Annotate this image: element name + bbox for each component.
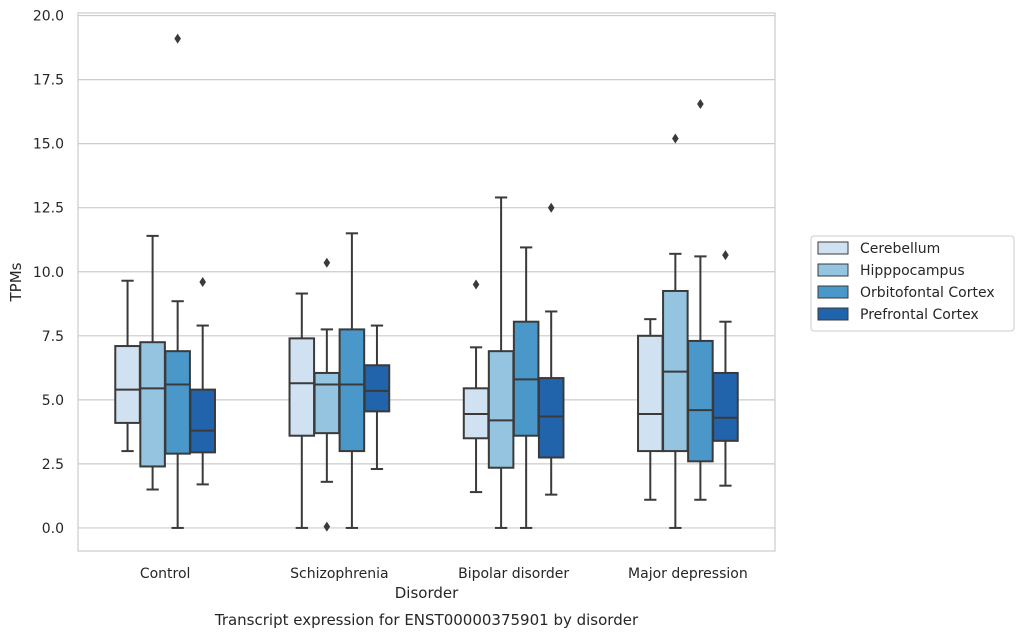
- y-tick-label: 20.0: [33, 9, 64, 25]
- box-group: [687, 98, 714, 501]
- box: [487, 350, 515, 469]
- box-group: [712, 250, 739, 487]
- x-axis-ticks: Control Schizophrenia Bipolar disorder Majo…: [140, 566, 748, 582]
- y-tick-label: 0.0: [42, 521, 64, 537]
- outlier-point: [199, 277, 206, 287]
- box-group: [363, 324, 391, 471]
- y-tick-label: 5.0: [42, 393, 64, 409]
- box: [164, 350, 191, 455]
- box-plot-marks: [114, 33, 739, 532]
- legend-entry: Orbitofontal Cortex: [860, 285, 995, 301]
- box: [114, 345, 141, 424]
- outlier-point: [547, 202, 555, 213]
- box: [637, 334, 664, 453]
- outlier-point: [323, 521, 331, 532]
- box: [313, 371, 341, 435]
- legend-swatch: [817, 307, 849, 321]
- box: [363, 364, 391, 413]
- legend-entry: Hipppocampus: [860, 263, 965, 279]
- legend-swatch: [817, 263, 849, 277]
- box-group: [487, 196, 515, 529]
- box-group: [338, 232, 366, 529]
- y-axis-ticks: 0.0 2.5 5.0 7.5 10.0 12.5 15.0 17.5 20.0: [33, 9, 64, 537]
- box-group: [189, 277, 216, 486]
- y-tick-label: 15.0: [33, 137, 64, 153]
- box-group: [139, 234, 166, 491]
- box-group: [313, 257, 341, 532]
- outlier-point: [323, 257, 331, 268]
- outlier-point: [174, 33, 181, 44]
- outlier-point: [722, 250, 729, 261]
- legend-entry: Cerebellum: [860, 241, 940, 257]
- y-tick-label: 17.5: [33, 73, 64, 89]
- legend-entry: Prefrontal Cortex: [860, 307, 979, 323]
- legend-swatch: [817, 285, 849, 299]
- chart-caption: Transcript expression for ENST0000037590…: [214, 611, 639, 629]
- legend: Cerebellum Hipppocampus Orbitofontal Corte…: [810, 235, 1015, 332]
- box: [712, 371, 739, 442]
- box-group: [537, 202, 565, 496]
- legend-swatch: [817, 241, 849, 255]
- box-group: [164, 33, 191, 529]
- x-tick-label: Control: [140, 566, 191, 582]
- box: [189, 388, 216, 454]
- box-group: [462, 279, 490, 494]
- plot-area-frame: [77, 12, 776, 552]
- x-tick-label: Schizophrenia: [290, 566, 388, 582]
- outlier-point: [672, 133, 679, 144]
- x-tick-label: Bipolar disorder: [458, 566, 569, 582]
- box-group: [512, 246, 540, 529]
- box-group: [637, 318, 664, 501]
- y-axis-label: TPMs: [7, 262, 25, 302]
- box: [537, 377, 565, 459]
- box-group: [662, 133, 689, 529]
- outlier-point: [697, 98, 704, 109]
- legend-frame: [810, 235, 1015, 332]
- y-tick-label: 12.5: [33, 201, 64, 217]
- outlier-point: [472, 279, 480, 290]
- box: [139, 341, 166, 468]
- box: [338, 328, 366, 453]
- box-group: [288, 292, 316, 529]
- box: [288, 337, 316, 437]
- x-axis-label: Disorder: [395, 584, 459, 602]
- y-tick-label: 2.5: [42, 457, 64, 473]
- x-tick-label: Major depression: [628, 566, 748, 582]
- y-tick-label: 10.0: [33, 265, 64, 281]
- y-tick-label: 7.5: [42, 329, 64, 345]
- box: [687, 339, 714, 463]
- box-group: [114, 279, 141, 453]
